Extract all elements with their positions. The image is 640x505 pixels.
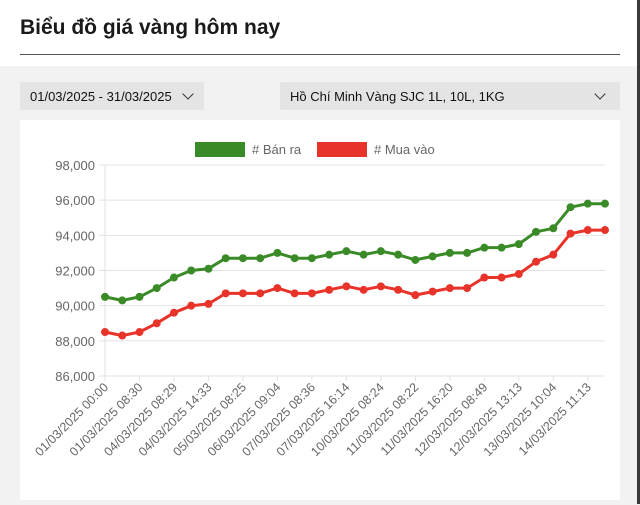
data-point[interactable] bbox=[256, 254, 265, 263]
legend-label[interactable]: # Bán ra bbox=[252, 142, 302, 157]
data-point[interactable] bbox=[221, 254, 230, 263]
data-point[interactable] bbox=[135, 328, 144, 337]
data-point[interactable] bbox=[152, 319, 161, 328]
y-tick-label: 86,000 bbox=[55, 369, 95, 384]
product-value: Hồ Chí Minh Vàng SJC 1L, 10L, 1KG bbox=[290, 88, 505, 104]
data-point[interactable] bbox=[532, 227, 541, 236]
data-point[interactable] bbox=[290, 254, 299, 263]
legend-label[interactable]: # Mua vào bbox=[374, 142, 435, 157]
data-point[interactable] bbox=[566, 229, 575, 238]
data-point[interactable] bbox=[428, 287, 437, 296]
legend-swatch[interactable] bbox=[195, 142, 245, 157]
data-point[interactable] bbox=[583, 226, 592, 235]
data-point[interactable] bbox=[118, 331, 127, 340]
data-point[interactable] bbox=[359, 285, 368, 294]
date-range-value: 01/03/2025 - 31/03/2025 bbox=[30, 88, 172, 104]
data-point[interactable] bbox=[514, 240, 523, 249]
data-point[interactable] bbox=[394, 250, 403, 259]
data-point[interactable] bbox=[480, 273, 489, 282]
data-point[interactable] bbox=[411, 255, 420, 264]
data-point[interactable] bbox=[549, 250, 558, 259]
data-point[interactable] bbox=[342, 282, 351, 291]
series-line bbox=[104, 202, 605, 302]
data-point[interactable] bbox=[428, 252, 437, 261]
data-point[interactable] bbox=[169, 308, 178, 317]
data-point[interactable] bbox=[256, 289, 265, 298]
product-select[interactable]: Hồ Chí Minh Vàng SJC 1L, 10L, 1KG bbox=[280, 82, 620, 110]
data-point[interactable] bbox=[238, 289, 247, 298]
data-point[interactable] bbox=[307, 254, 316, 263]
data-point[interactable] bbox=[411, 291, 420, 300]
data-point[interactable] bbox=[204, 264, 213, 273]
data-point[interactable] bbox=[187, 301, 196, 310]
data-point[interactable] bbox=[549, 224, 558, 233]
y-tick-label: 90,000 bbox=[55, 299, 95, 314]
data-point[interactable] bbox=[290, 289, 299, 298]
data-point[interactable] bbox=[101, 292, 109, 301]
data-point[interactable] bbox=[497, 243, 506, 252]
data-point[interactable] bbox=[342, 247, 351, 256]
chevron-down-icon bbox=[182, 88, 194, 100]
chevron-down-icon bbox=[594, 88, 606, 100]
data-point[interactable] bbox=[273, 284, 282, 293]
data-point[interactable] bbox=[169, 273, 178, 282]
y-tick-label: 96,000 bbox=[55, 193, 95, 208]
chart-panel: # Bán ra # Mua vào 86,000 88,000 90,000 92,0… bbox=[20, 120, 620, 500]
data-point[interactable] bbox=[532, 257, 541, 266]
data-point[interactable] bbox=[514, 270, 523, 279]
legend-swatch[interactable] bbox=[317, 142, 367, 157]
gold-price-chart: # Bán ra # Mua vào 86,000 88,000 90,000 92,0… bbox=[32, 142, 609, 459]
data-point[interactable] bbox=[394, 285, 403, 294]
data-point[interactable] bbox=[601, 199, 609, 208]
data-point[interactable] bbox=[238, 254, 247, 263]
data-point[interactable] bbox=[497, 273, 506, 282]
data-point[interactable] bbox=[152, 284, 161, 293]
data-point[interactable] bbox=[187, 266, 196, 275]
data-point[interactable] bbox=[273, 248, 282, 257]
data-point[interactable] bbox=[204, 299, 213, 308]
data-point[interactable] bbox=[601, 226, 609, 235]
data-point[interactable] bbox=[376, 247, 385, 256]
data-point[interactable] bbox=[325, 250, 334, 259]
series-line bbox=[104, 228, 605, 338]
data-point[interactable] bbox=[307, 289, 316, 298]
data-point[interactable] bbox=[566, 203, 575, 212]
data-point[interactable] bbox=[359, 250, 368, 259]
y-tick-label: 98,000 bbox=[55, 158, 95, 173]
y-tick-label: 94,000 bbox=[55, 228, 95, 243]
page-title: Biểu đồ giá vàng hôm nay bbox=[20, 16, 281, 39]
data-point[interactable] bbox=[221, 289, 230, 298]
data-point[interactable] bbox=[325, 285, 334, 294]
data-point[interactable] bbox=[376, 282, 385, 291]
data-point[interactable] bbox=[583, 199, 592, 208]
data-point[interactable] bbox=[118, 296, 127, 305]
y-tick-label: 88,000 bbox=[55, 334, 95, 349]
data-point[interactable] bbox=[480, 243, 489, 252]
data-point[interactable] bbox=[445, 248, 454, 257]
data-point[interactable] bbox=[463, 248, 472, 257]
data-point[interactable] bbox=[445, 284, 454, 293]
data-point[interactable] bbox=[101, 328, 109, 337]
data-point[interactable] bbox=[135, 292, 144, 301]
date-range-select[interactable]: 01/03/2025 - 31/03/2025 bbox=[20, 82, 204, 110]
data-point[interactable] bbox=[463, 284, 472, 293]
y-tick-label: 92,000 bbox=[55, 264, 95, 279]
title-divider bbox=[20, 54, 620, 55]
window-edge bbox=[637, 0, 640, 504]
page-header: Biểu đồ giá vàng hôm nay bbox=[0, 0, 640, 66]
